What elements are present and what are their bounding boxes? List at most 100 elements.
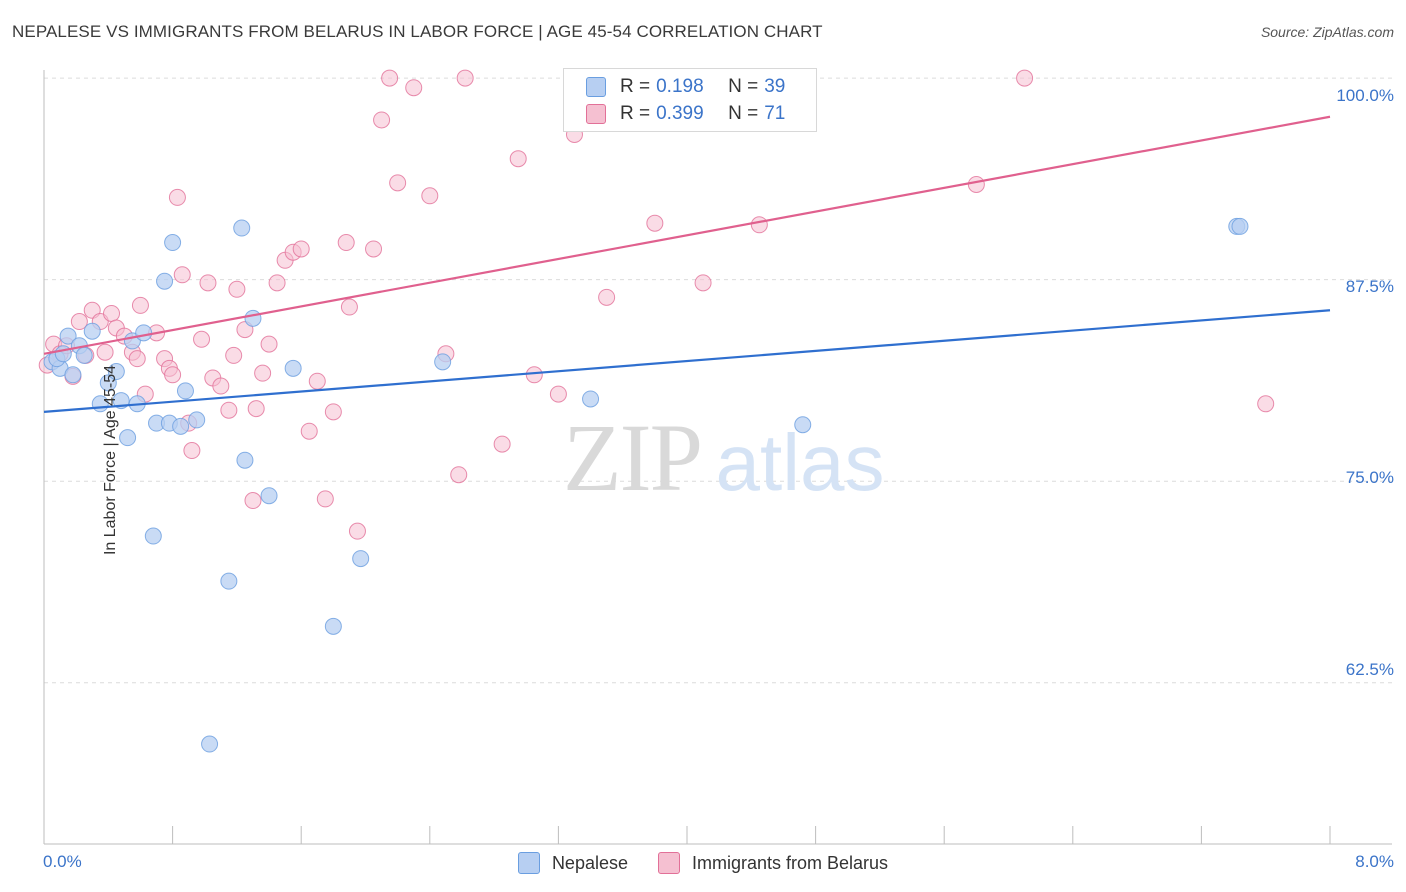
nepalese-point bbox=[83, 322, 101, 340]
series-nepalese-points bbox=[43, 217, 1249, 753]
nepalese-point bbox=[119, 429, 137, 447]
y-tick-label: 87.5% bbox=[1345, 277, 1394, 296]
nepalese-point bbox=[582, 390, 600, 408]
r-value: 0.399 bbox=[656, 103, 704, 124]
belarus-point bbox=[103, 304, 121, 322]
y-tick-label: 100.0% bbox=[1336, 86, 1394, 105]
y-tick-label: 62.5% bbox=[1345, 660, 1394, 679]
belarus-point bbox=[324, 403, 342, 421]
n-label: N = bbox=[728, 76, 759, 97]
nepalese-point bbox=[164, 234, 182, 252]
belarus-point bbox=[598, 288, 616, 306]
belarus-point bbox=[292, 240, 310, 258]
belarus-swatch bbox=[658, 852, 680, 874]
belarus-point bbox=[967, 175, 985, 193]
belarus-point bbox=[340, 298, 358, 316]
series-legend: Nepalese Immigrants from Belarus bbox=[0, 852, 1406, 874]
belarus-point bbox=[493, 435, 511, 453]
belarus-point bbox=[96, 343, 114, 361]
belarus-point bbox=[168, 188, 186, 206]
svg-text:atlas: atlas bbox=[716, 418, 885, 507]
belarus-point bbox=[300, 422, 318, 440]
belarus-point bbox=[183, 442, 201, 460]
nepalese-point bbox=[176, 382, 194, 400]
belarus-point bbox=[244, 492, 262, 510]
nepalese-point bbox=[260, 487, 278, 505]
watermark: ZIP atlas bbox=[563, 404, 884, 511]
nepalese-point bbox=[201, 735, 219, 753]
nepalese-point bbox=[135, 324, 153, 342]
belarus-point bbox=[225, 346, 243, 364]
nepalese-point bbox=[352, 550, 370, 568]
axes bbox=[43, 70, 1392, 845]
belarus-point bbox=[365, 240, 383, 258]
belarus-point bbox=[131, 296, 149, 314]
belarus-point bbox=[164, 366, 182, 384]
nepalese-point bbox=[220, 572, 238, 590]
nepalese-swatch bbox=[517, 852, 540, 874]
belarus-point bbox=[646, 214, 664, 232]
nepalese-trend-line bbox=[43, 309, 1331, 413]
belarus-point bbox=[128, 350, 146, 368]
nepalese-point bbox=[1231, 217, 1249, 235]
trend-lines bbox=[43, 115, 1331, 413]
belarus-point bbox=[254, 364, 272, 382]
belarus-point bbox=[456, 69, 474, 87]
nepalese-point bbox=[284, 359, 302, 377]
grid-lines bbox=[44, 77, 1392, 684]
nepalese-point bbox=[107, 363, 125, 381]
belarus-point bbox=[381, 69, 399, 87]
belarus-point bbox=[193, 330, 211, 348]
legend-label: Nepalese bbox=[551, 852, 628, 873]
nepalese-point bbox=[188, 411, 206, 429]
legend-item-nepalese[interactable]: Nepalese bbox=[517, 852, 628, 874]
belarus-point bbox=[694, 274, 712, 292]
n-value: 39 bbox=[764, 76, 786, 97]
y-axis-label: In Labor Force | Age 45-54 bbox=[102, 364, 120, 556]
source-label: Source: ZipAtlas.com bbox=[1260, 24, 1394, 40]
belarus-point bbox=[509, 150, 527, 168]
belarus-point bbox=[549, 385, 567, 403]
legend-label: Immigrants from Belarus bbox=[692, 852, 889, 873]
n-label: N = bbox=[728, 103, 759, 124]
belarus-point bbox=[316, 490, 334, 508]
belarus-point bbox=[212, 377, 230, 395]
belarus-point bbox=[525, 366, 543, 384]
belarus-point bbox=[450, 466, 468, 484]
belarus-point bbox=[70, 313, 88, 331]
nepalese-point bbox=[236, 451, 254, 469]
belarus-point bbox=[308, 372, 326, 390]
nepalese-point bbox=[244, 309, 262, 327]
legend-row-belarus: R = 0.399 N = 71 bbox=[586, 102, 785, 126]
belarus-point bbox=[348, 522, 366, 540]
belarus-point bbox=[228, 280, 246, 298]
belarus-point bbox=[173, 266, 191, 284]
belarus-point bbox=[750, 216, 768, 234]
nepalese-point bbox=[75, 346, 93, 364]
y-tick-label: 75.0% bbox=[1345, 468, 1394, 487]
x-tick-label: 0.0% bbox=[43, 852, 82, 871]
belarus-point bbox=[220, 401, 238, 419]
nepalese-point bbox=[156, 272, 174, 290]
belarus-point bbox=[337, 234, 355, 252]
r-label: R = bbox=[620, 103, 651, 124]
legend-item-belarus[interactable]: Immigrants from Belarus bbox=[658, 852, 888, 874]
r-value: 0.198 bbox=[656, 76, 704, 97]
belarus-point bbox=[373, 111, 391, 129]
n-value: 71 bbox=[764, 103, 786, 124]
belarus-point bbox=[405, 79, 423, 97]
nepalese-point bbox=[172, 417, 190, 435]
nepalese-swatch bbox=[586, 77, 606, 97]
svg-text:ZIP: ZIP bbox=[563, 404, 701, 511]
belarus-point bbox=[247, 400, 265, 418]
chart-title: NEPALESE VS IMMIGRANTS FROM BELARUS IN L… bbox=[12, 22, 823, 41]
belarus-point bbox=[389, 174, 407, 192]
correlation-legend: R = 0.198 N = 39 R = 0.399 N = 71 bbox=[563, 68, 817, 132]
belarus-point bbox=[199, 274, 217, 292]
nepalese-point bbox=[794, 416, 812, 434]
nepalese-point bbox=[434, 353, 452, 371]
r-label: R = bbox=[620, 76, 651, 97]
belarus-point bbox=[1016, 69, 1034, 87]
belarus-point bbox=[268, 274, 286, 292]
